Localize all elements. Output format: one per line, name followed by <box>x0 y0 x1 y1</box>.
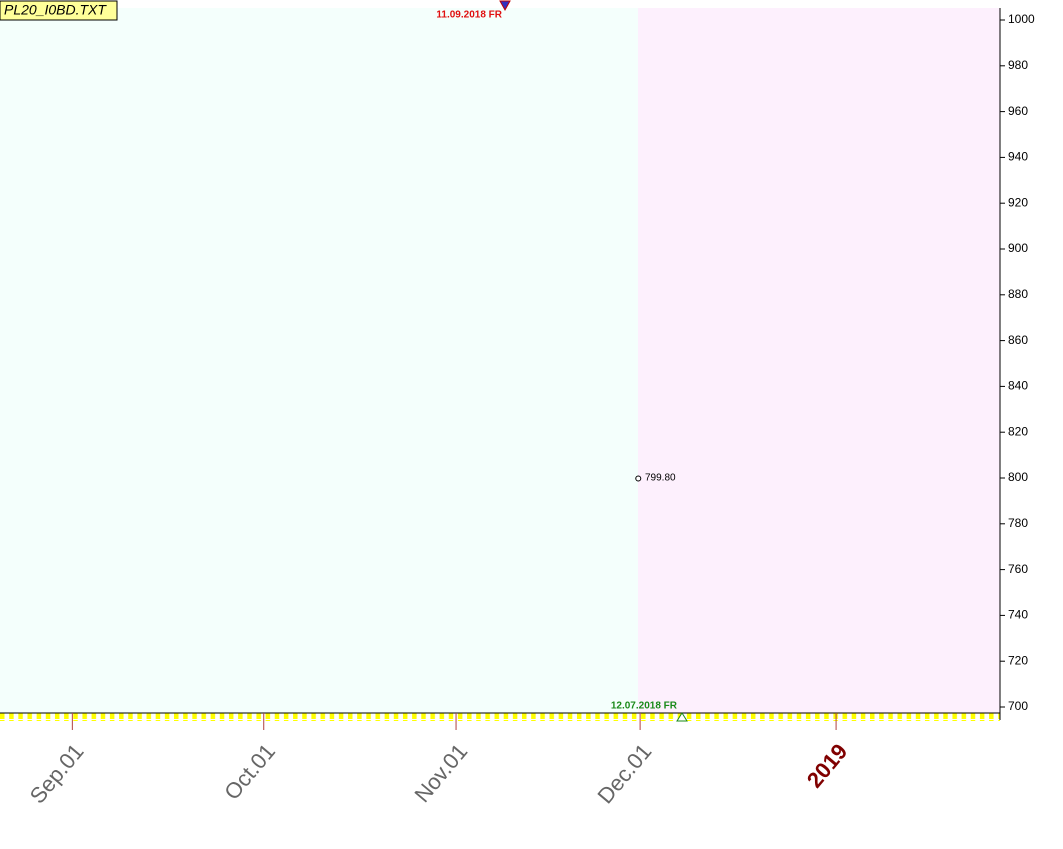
y-tick-label: 980 <box>1008 58 1028 72</box>
y-tick-label: 920 <box>1008 195 1028 209</box>
plot <box>635 475 642 482</box>
y-tick-label: 940 <box>1008 150 1028 164</box>
y-tick-label: 760 <box>1008 562 1028 576</box>
x-tick-label: Nov.01 <box>409 739 472 807</box>
y-tick-label: 700 <box>1008 699 1028 713</box>
y-tick-label: 880 <box>1008 287 1028 301</box>
x-tick-label: 2019 <box>802 739 853 793</box>
region-past <box>0 8 638 714</box>
last-point <box>635 475 642 482</box>
y-tick-label: 820 <box>1008 424 1028 438</box>
region-future <box>638 8 1000 714</box>
annotation: 11.09.2018 FR <box>436 10 502 21</box>
y-tick-label: 740 <box>1008 608 1028 622</box>
y-tick-label: 780 <box>1008 516 1028 530</box>
title-box <box>0 0 118 21</box>
y-tick-label: 1000 <box>1008 12 1035 26</box>
annotation: 12.07.2018 FR <box>611 701 678 712</box>
annotation: 799.80 <box>645 473 676 484</box>
chart-title: PL20_I0BD.TXT <box>4 2 107 18</box>
y-tick-label: 900 <box>1008 241 1028 255</box>
x-tick-label: Dec.01 <box>592 739 656 808</box>
y-tick-label: 840 <box>1008 379 1028 393</box>
x-tick-label: Sep.01 <box>25 739 89 808</box>
marker-high <box>499 0 511 12</box>
x-tick-label: Oct.01 <box>219 739 280 805</box>
marker-low <box>676 712 688 722</box>
date-strip <box>0 713 1000 721</box>
y-tick-label: 800 <box>1008 470 1028 484</box>
y-tick-label: 720 <box>1008 653 1028 667</box>
y-tick-label: 960 <box>1008 104 1028 118</box>
y-tick-label: 860 <box>1008 333 1028 347</box>
